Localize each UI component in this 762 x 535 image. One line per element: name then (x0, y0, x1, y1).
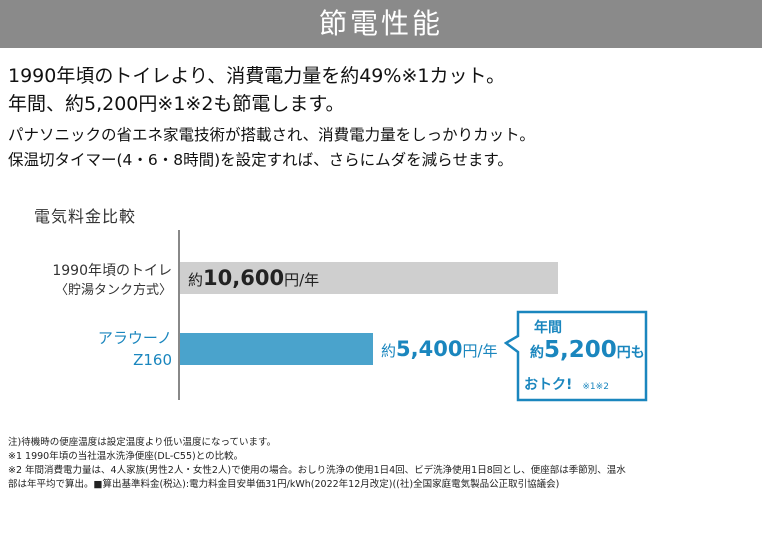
callout-border (504, 310, 648, 402)
callout-footnote-ref: ※1※2 (582, 382, 609, 392)
footnote-4: 部は年平均で算出。■算出基準料金(税込):電力料金目安単価31円/kWh(202… (8, 479, 560, 490)
callout-line-3: おトク! ※1※2 (524, 374, 609, 394)
bar-alauno-z160 (180, 333, 373, 365)
category-label-line1: 1990年頃のトイレ (52, 263, 172, 279)
footnote-1: 注)待機時の便座温度は設定温度より低い温度になっています。 (8, 437, 277, 448)
value-suffix: 円/年 (284, 271, 320, 289)
description-line-2: 保温切タイマー(4・6・8時間)を設定すれば、さらにムダを減らせます。 (8, 151, 513, 169)
category-label-alauno: アラウーノ Z160 (98, 327, 172, 371)
description-line-1: パナソニックの省エネ家電技術が搭載され、消費電力量をしっかりカット。 (8, 126, 535, 144)
callout-prefix: 約 (530, 345, 544, 361)
value-prefix: 約 (381, 342, 397, 360)
value-number: 10,600 (203, 266, 285, 290)
section-title: 節電性能 (318, 7, 443, 40)
value-number: 5,400 (396, 337, 463, 361)
callout-number: 5,200 (544, 337, 617, 363)
section-title-banner: 節電性能 (0, 0, 762, 48)
category-label-line1: アラウーノ (97, 329, 172, 347)
chart-title: 電気料金比較 (34, 207, 137, 226)
footnote-2: ※1 1990年頃の当社温水洗浄便座(DL-C55)との比較。 (8, 451, 244, 462)
callout-suffix: 円も (616, 345, 645, 361)
callout-otoku: おトク! (524, 377, 573, 393)
category-label-line2: Z160 (133, 351, 172, 369)
value-label-alauno: 約5,400円/年 (381, 337, 498, 361)
value-label-1990-toilet: 約10,600円/年 (188, 266, 319, 290)
callout-line-2: 約5,200円も (530, 337, 645, 363)
lead-line-1: 1990年頃のトイレより、消費電力量を約49%※1カット。 (8, 65, 506, 87)
callout-line-1: 年間 (534, 320, 562, 336)
bar-1990-toilet (180, 262, 558, 294)
value-prefix: 約 (188, 271, 204, 289)
lead-line-2: 年間、約5,200円※1※2も節電します。 (8, 93, 345, 115)
category-label-1990-toilet: 1990年頃のトイレ 〈貯湯タンク方式〉 (52, 262, 172, 300)
category-label-line2: 〈貯湯タンク方式〉 (54, 283, 172, 298)
value-suffix: 円/年 (462, 342, 498, 360)
savings-callout: 年間 約5,200円も おトク! ※1※2 (504, 310, 648, 402)
footnote-3: ※2 年間消費電力量は、4人家族(男性2人・女性2人)で使用の場合。おしり洗浄の… (8, 465, 626, 476)
chart-axis-line (178, 230, 180, 400)
